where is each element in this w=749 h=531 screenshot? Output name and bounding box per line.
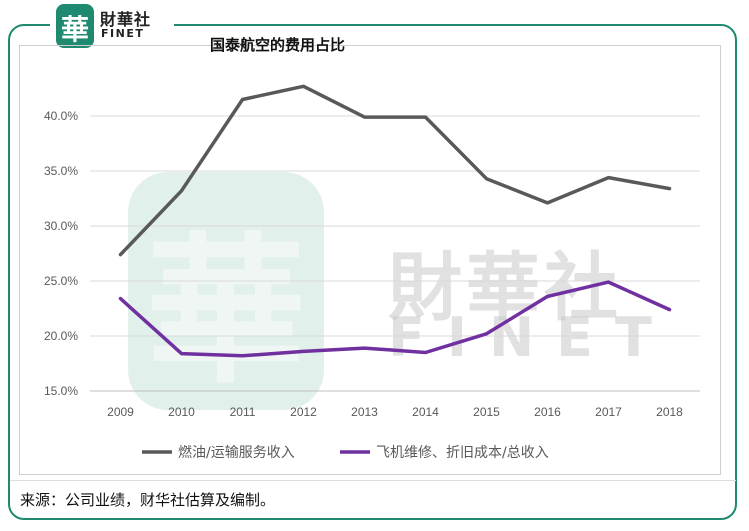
y-tick-label: 25.0% [44,274,78,288]
chart-frame [8,24,737,520]
legend-label: 燃油/运输服务收入 [178,444,295,461]
plot-area-border [19,45,721,475]
y-tick-label: 40.0% [44,109,78,123]
legend-label: 飞机维修、折旧成本/总收入 [376,445,549,461]
logo-name-cn: 財華社 [100,10,152,29]
x-tick-label: 2018 [656,405,683,419]
y-tick-label: 15.0% [44,384,78,398]
logo-name-en: FINET [101,27,145,40]
x-tick-label: 2015 [473,405,500,419]
x-tick-label: 2017 [595,405,622,419]
logo-badge: 華 [56,4,94,48]
chart-title: 国泰航空的费用占比 [210,36,346,54]
x-tick-label: 2009 [107,405,134,419]
watermark-badge-char: 華 [145,217,306,405]
watermark-name-en: FINET [388,306,674,369]
logo-badge-char: 華 [60,13,89,46]
y-tick-label: 20.0% [44,329,78,343]
footer-divider [10,480,736,481]
x-tick-label: 2016 [534,405,561,419]
series-line-fuel [118,84,672,257]
x-tick-label: 2013 [351,405,378,419]
x-tick-label: 2010 [168,405,195,419]
y-tick-label: 35.0% [44,164,78,178]
series-line-maintenance [118,280,672,358]
source-note: 来源：公司业绩，财华社估算及编制。 [20,491,276,509]
x-tick-label: 2012 [290,405,317,419]
finet-logo: 華 財華社 FINET [50,2,174,48]
y-tick-label: 30.0% [44,219,78,233]
x-tick-label: 2011 [230,405,256,419]
x-tick-label: 2014 [412,405,439,419]
